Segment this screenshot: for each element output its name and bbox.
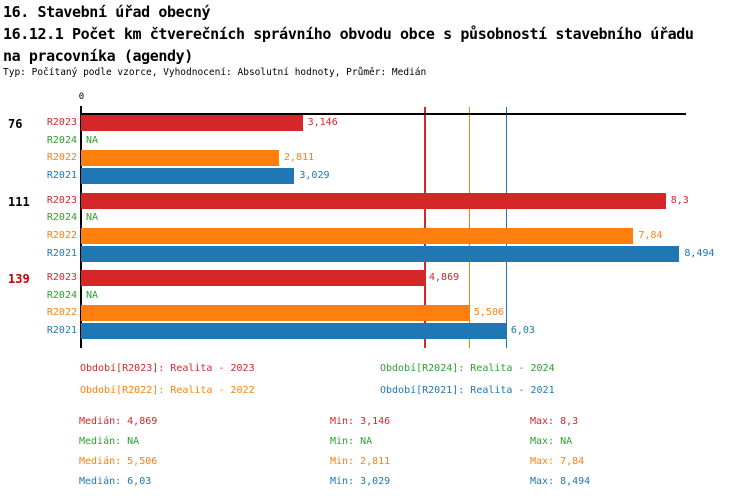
series-label-r2023: R2023 bbox=[46, 272, 77, 283]
stat-max-r2023: Max: 8,3 bbox=[530, 416, 579, 427]
stat-min-r2024: Min: NA bbox=[330, 436, 373, 447]
chart-title-line2: na pracovníka (agendy) bbox=[3, 47, 193, 65]
stat-median-r2023: Medián: 4,869 bbox=[79, 416, 158, 427]
y-axis-line bbox=[80, 106, 82, 348]
series-label-r2022: R2022 bbox=[46, 229, 77, 241]
bar-r2021 bbox=[81, 323, 506, 340]
series-label-r2023: R2023 bbox=[46, 117, 77, 128]
series-label-r2023: R2023 bbox=[46, 194, 77, 206]
stat-median-r2021: Medián: 6,03 bbox=[79, 476, 152, 487]
series-label-r2021: R2021 bbox=[46, 325, 77, 337]
group-label: 111 bbox=[8, 194, 30, 209]
bar-r2022 bbox=[81, 227, 634, 244]
bar-value-label: 4,869 bbox=[429, 272, 460, 283]
na-value-label: NA bbox=[86, 134, 99, 146]
bar-r2022 bbox=[81, 150, 280, 167]
bar-value-label: 8,494 bbox=[684, 247, 715, 259]
na-value-label: NA bbox=[86, 212, 99, 224]
series-label-r2024: R2024 bbox=[46, 134, 77, 146]
stat-max-r2022: Max: 7,84 bbox=[530, 456, 585, 467]
stat-min-r2022: Min: 2,811 bbox=[330, 456, 391, 467]
bar-r2021 bbox=[81, 245, 680, 262]
legend-item-r2024: Období[R2024]: Realita - 2024 bbox=[380, 363, 555, 374]
median-line-r2023 bbox=[424, 107, 426, 348]
x-axis-zero-tick: 0 bbox=[78, 92, 85, 102]
series-label-r2022: R2022 bbox=[46, 307, 77, 319]
series-label-r2021: R2021 bbox=[46, 247, 77, 259]
bar-value-label: 3,146 bbox=[307, 117, 338, 128]
bar-r2022 bbox=[81, 305, 469, 322]
bar-r2023 bbox=[81, 115, 303, 131]
bar-value-label: 3,029 bbox=[299, 170, 330, 182]
stat-min-r2023: Min: 3,146 bbox=[330, 416, 391, 427]
group-label: 76 bbox=[8, 117, 23, 131]
bar-r2021 bbox=[81, 168, 295, 185]
chart-subtitle: Typ: Počítaný podle vzorce, Vyhodnocení:… bbox=[3, 67, 427, 78]
series-label-r2021: R2021 bbox=[46, 170, 77, 182]
bar-r2023 bbox=[81, 192, 666, 209]
legend-item-r2023: Období[R2023]: Realita - 2023 bbox=[80, 363, 255, 374]
stat-median-r2022: Medián: 5,506 bbox=[79, 456, 158, 467]
bar-value-label: 8,3 bbox=[670, 194, 689, 206]
bar-value-label: 5,506 bbox=[473, 307, 504, 319]
median-line-r2022 bbox=[468, 107, 471, 348]
bar-value-label: 6,03 bbox=[510, 325, 535, 337]
page-title: 16. Stavební úřad obecný bbox=[3, 3, 211, 21]
stat-max-r2021: Max: 8,494 bbox=[530, 476, 591, 487]
bar-value-label: 2,811 bbox=[284, 152, 315, 164]
stat-max-r2024: Max: NA bbox=[530, 436, 573, 447]
x-axis-line bbox=[81, 113, 686, 115]
chart-title-line1: 16.12.1 Počet km čtverečních správního o… bbox=[3, 25, 694, 43]
group-label: 139 bbox=[8, 272, 30, 286]
legend-item-r2021: Období[R2021]: Realita - 2021 bbox=[380, 385, 555, 396]
bar-value-label: 7,84 bbox=[638, 229, 663, 241]
series-label-r2024: R2024 bbox=[46, 212, 77, 224]
legend-item-r2022: Období[R2022]: Realita - 2022 bbox=[80, 385, 255, 396]
na-value-label: NA bbox=[86, 289, 99, 301]
median-line-r2021 bbox=[505, 107, 508, 348]
series-label-r2022: R2022 bbox=[46, 152, 77, 164]
series-label-r2024: R2024 bbox=[46, 289, 77, 301]
bar-r2023 bbox=[81, 270, 425, 286]
stat-min-r2021: Min: 3,029 bbox=[330, 476, 391, 487]
stat-median-r2024: Medián: NA bbox=[79, 436, 140, 447]
